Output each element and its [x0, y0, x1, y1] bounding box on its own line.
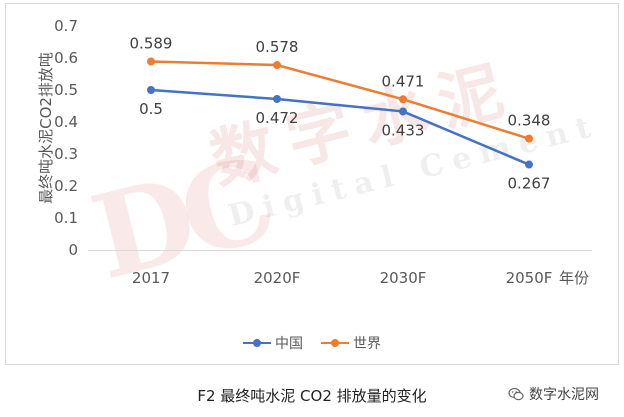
legend-label: 中国	[275, 336, 303, 352]
wechat-icon	[508, 387, 524, 401]
y-tick-label: 0.2	[54, 177, 78, 195]
data-label: 0.433	[382, 121, 425, 139]
legend-label: 世界	[353, 336, 381, 352]
figure-caption: F2 最终吨水泥 CO2 排放量的变化	[197, 387, 427, 405]
data-point	[273, 94, 281, 103]
data-label: 0.5	[139, 100, 163, 118]
data-point	[525, 134, 533, 143]
x-tick-label: 2030F	[380, 269, 427, 287]
y-tick-label: 0.5	[54, 81, 78, 99]
y-axis-title: 最终吨水泥CO2排放吨	[37, 52, 55, 204]
series-line	[150, 88, 530, 166]
x-axis-ticks: 2017 2020F 2030F 2050F	[132, 269, 553, 287]
brand: 数字水泥网	[508, 384, 599, 404]
data-label: 0.471	[382, 72, 425, 90]
data-label: 0.267	[508, 175, 551, 193]
legend-marker	[321, 338, 349, 348]
brand-name: 数字水泥网	[529, 387, 599, 403]
y-tick-label: 0.3	[54, 145, 78, 163]
data-point	[525, 160, 533, 169]
data-label: 0.589	[130, 35, 173, 53]
x-tick-label: 2017	[132, 269, 170, 287]
data-label: 0.578	[256, 38, 299, 56]
x-axis-title: 年份	[559, 269, 589, 287]
data-label: 0.472	[256, 109, 299, 127]
series-line	[150, 60, 530, 140]
y-tick-label: 0.6	[54, 49, 78, 67]
chart-frame	[5, 3, 619, 365]
data-point	[147, 86, 155, 94]
y-tick-label: 0	[68, 241, 78, 259]
series-group: 0.5 0.472 0.433 0.267	[139, 86, 550, 193]
series-layer: 0.5 0.472 0.433 0.267 0.589 0.578 0.471 0.348	[130, 35, 551, 193]
y-axis-ticks: 0 0.1 0.2 0.3 0.4 0.5 0.6 0.7	[54, 17, 78, 259]
legend-marker	[243, 338, 271, 348]
data-label: 0.348	[508, 112, 551, 130]
data-point	[399, 95, 407, 104]
y-tick-label: 0.4	[54, 113, 78, 131]
legend-item: 中国	[243, 333, 303, 353]
x-tick-label: 2050F	[506, 269, 553, 287]
legend: 中国 世界	[243, 333, 399, 353]
x-tick-label: 2020F	[254, 269, 301, 287]
data-point	[147, 57, 155, 66]
data-point	[273, 61, 281, 70]
y-tick-label: 0.7	[54, 17, 78, 35]
legend-item: 世界	[321, 333, 381, 353]
data-point	[399, 107, 407, 116]
y-tick-label: 0.1	[54, 209, 78, 227]
series-group: 0.589 0.578 0.471 0.348	[130, 35, 551, 143]
